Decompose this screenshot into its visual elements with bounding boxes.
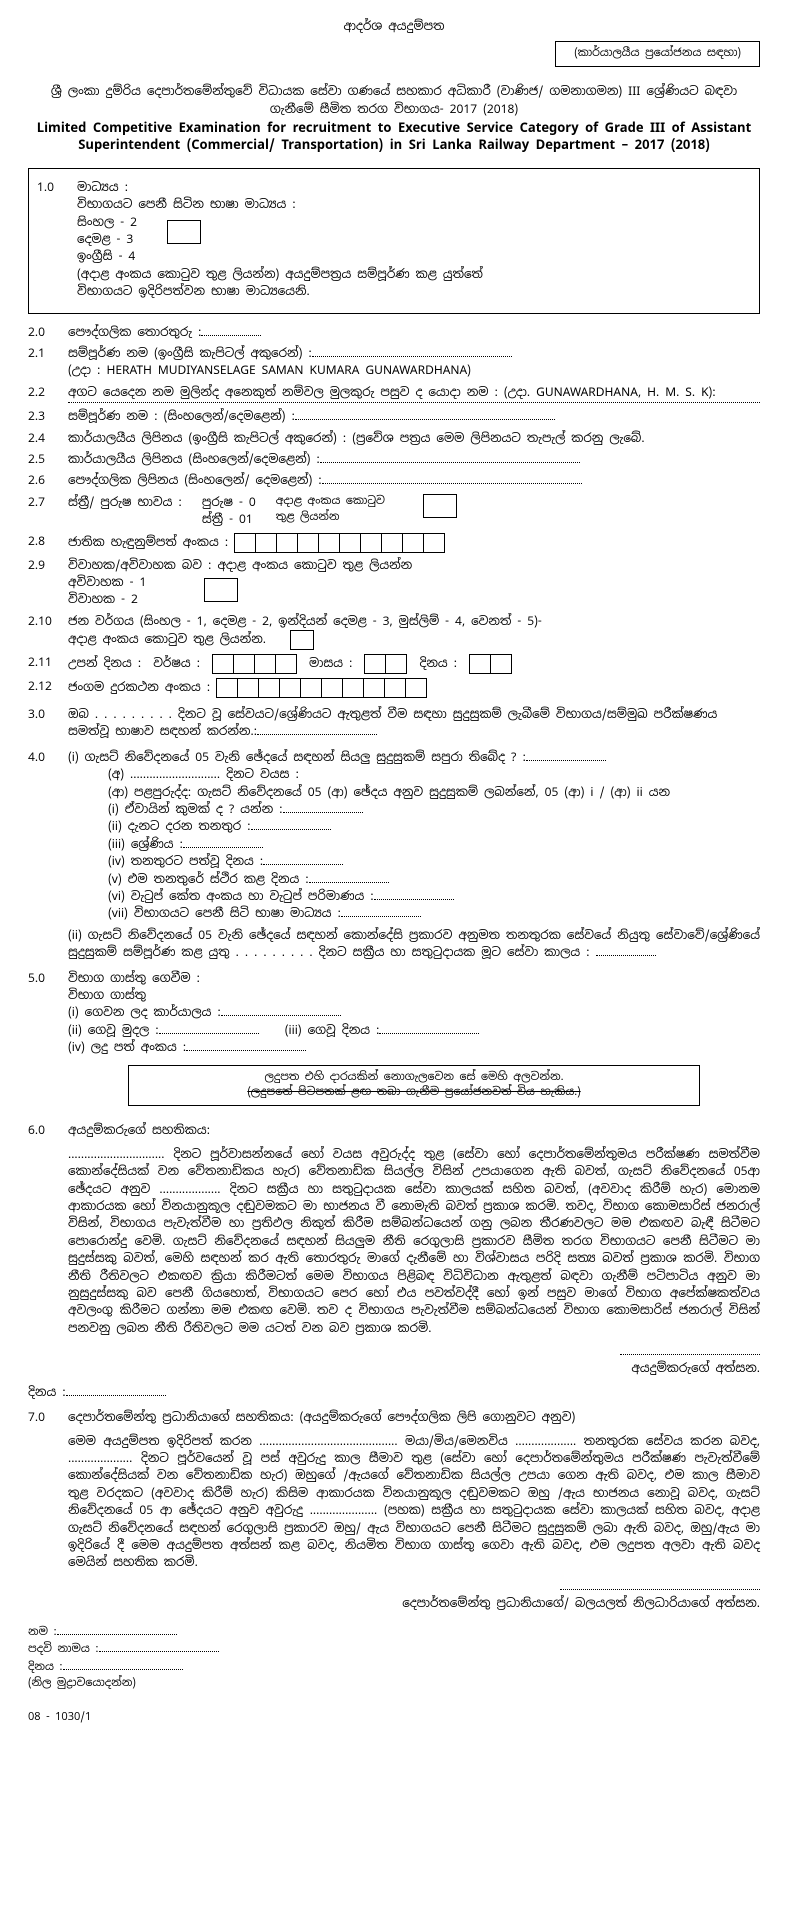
s4-ii: (ii) ගැසට් නිවේදනයේ 05 වැනි ඡේදයේ සඳහන් … (68, 927, 760, 962)
s210-num: 2.10 (28, 613, 68, 650)
s211-year: වර්ෂය : (153, 655, 200, 672)
s29-label: විවාහක/අවිවාහක බව : අදාළ අංකය කොටුව තුළ … (68, 557, 760, 574)
marital-box[interactable] (204, 578, 238, 602)
s24-label: කාර්යාලයීය ලිපිනය (ඉංග්‍රීසි කැපිටල් අකු… (68, 430, 645, 446)
s4-i1: (i) ඒවායින් කුමක් ද ? යන්න : (108, 801, 760, 818)
s28-label: ජාතික හැඳුනුම්පත් අංකය : (68, 534, 228, 551)
medium-note1: (අදාළ අංකය කොටුව තුළ ලියන්න) අයදුම්පත්‍ර… (77, 266, 751, 283)
medium-line1: විභාගයට පෙනී සිටින භාෂා මාධ්‍යය : (77, 196, 751, 213)
footer-date: දිනය : (28, 1660, 63, 1674)
receipt-note2: (ලදුපතේ පිටපතක් ළඟ තබා ගැනීම ප්‍රයෝජනවත්… (135, 1085, 693, 1101)
s5-num: 5.0 (28, 970, 68, 1115)
medium-note2: විභාගයට ඉදිරිපත්වන භාෂා මාධ්‍යයෙනි. (77, 283, 751, 300)
s26-label: පෞද්ගලික ලිපිනය (සිංහලෙන්/ දෙමළෙන්) : (68, 472, 322, 488)
s4-i7: (vii) විභාගයට පෙනී සිටි භාෂා මාධ්‍යය : (108, 905, 760, 922)
footer-seal: (නිල මුද්‍රාවයොදන්න) (28, 1676, 760, 1692)
gender-box[interactable] (423, 494, 457, 518)
s7-label: දෙපාර්තමේන්තු ප්‍රධානියාගේ සහතිකය: (අයදු… (68, 1409, 760, 1426)
s3-num: 3.0 (28, 706, 68, 741)
s27-label: ස්ත්‍රී/ පුරුෂ භාවය : (68, 494, 182, 511)
s22-num: 2.2 (28, 384, 68, 404)
s4-i5: (v) එම තනතුරේ ස්ථිර කළ දිනය : (108, 871, 760, 888)
day-cells[interactable] (469, 654, 512, 674)
ethnicity-box[interactable] (290, 630, 314, 650)
s5-i: (i) ගෙවන ලද කාර්යාලය : (68, 1004, 760, 1021)
footer-post: පදවි නාමය : (28, 1642, 99, 1656)
s25-label: කාර්යාලයීය ලිපිනය (සිංහලෙන්/දෙමළෙන්) : (68, 451, 320, 467)
s2-label: පෞද්ගලික තොරතුරු : (68, 324, 760, 341)
s21-example: (උදා : HERATH MUDIYANSELAGE SAMAN KUMARA… (68, 362, 760, 379)
s24-num: 2.4 (28, 430, 68, 447)
mobile-cells[interactable] (216, 678, 427, 698)
title-english: Limited Competitive Examination for recr… (28, 120, 760, 154)
medium-input-box[interactable] (167, 220, 201, 244)
s6-num: 6.0 (28, 1122, 68, 1139)
s26-num: 2.6 (28, 472, 68, 489)
s5-ii: (ii) ගෙවූ මුදල : (68, 1022, 159, 1038)
s7-body: මෙම අයදුම්පත ඉදිරිපත් කරන ..............… (68, 1433, 760, 1572)
s6-label: අයදුම්කරුගේ සහතිකය: (68, 1122, 760, 1139)
s4-i6: (vi) වැටුප් කේත අංකය හා වැටුප් පරිමාණය : (108, 888, 760, 905)
s27-num: 2.7 (28, 494, 68, 529)
specimen-label: ආදර්ශ අයදුම්පත (28, 18, 760, 35)
title-sinhala: ශ්‍රී ලංකා දුම්රිය දෙපාර්තමේන්තුවේ විධාය… (28, 83, 760, 118)
s27-note: අදාළ අංකය කොටුව තුළ ලියන්න (276, 494, 385, 526)
dept-head-signature: දෙපාර්තමේන්තු ප්‍රධානියාගේ/ බලයලත් නිලධා… (28, 1578, 760, 1613)
month-cells[interactable] (364, 654, 407, 674)
s211-day: දිනය : (419, 655, 457, 672)
s23-label: සම්පූර්ණ නම : (සිංහලෙන්/දෙමළෙන්) : (68, 408, 295, 424)
nic-cells[interactable] (234, 533, 445, 553)
receipt-box: ලදුපත එහි දාරයකින් නොගැලවෙන සේ මෙහි අලවන… (128, 1065, 700, 1107)
s21-label: සම්පූර්ණ නම (ඉංග්‍රීසි කැපිටල් අකුරෙන්) … (68, 345, 312, 361)
s4-i-label: (i) ගැසට් නිවේදනයේ 05 වැනි ඡේදයේ සඳහන් ස… (68, 749, 760, 766)
s7-num: 7.0 (28, 1409, 68, 1426)
medium-label: මාධ්‍යය : (77, 179, 751, 196)
section-1-box: 1.0 මාධ්‍යය : විභාගයට පෙනී සිටින භාෂා මා… (28, 168, 760, 314)
office-use-box: (කාර්යාලයීය ප්‍රයෝජනය සඳහා) (555, 41, 760, 67)
s4-i4: (iv) තනතුරට පත්වූ දිනය : (108, 853, 760, 870)
s210-sub: අදාළ අංකය කොටුව තුළ ලියන්න. (68, 631, 266, 647)
s25-num: 2.5 (28, 451, 68, 468)
s29-married: විවාහක - 2 (68, 591, 146, 608)
section-1-num: 1.0 (37, 179, 77, 301)
s3-label: ඔබ . . . . . . . . . දිනට වූ සේවයට/ශ්‍රේ… (68, 706, 717, 739)
opt-tamil: දෙමළ - 3 (77, 231, 137, 248)
applicant-signature: අයදුම්කරුගේ අත්සන. (28, 1343, 760, 1378)
s27-male: පුරුෂ - 0 (202, 494, 256, 511)
s5-sub: විභාග ගාස්තු (68, 987, 760, 1004)
s212-num: 2.12 (28, 678, 68, 698)
s5-iv: (iv) ලදු පත් අංකය : (68, 1039, 760, 1056)
s21-num: 2.1 (28, 345, 68, 380)
footer-fields: නම : පදවි නාමය : දිනය : (නිල මුද්‍රාවයොද… (28, 1623, 760, 1693)
s28-num: 2.8 (28, 533, 68, 553)
s6-body: .............................. දිනට පූර්… (68, 1146, 760, 1337)
s5-iii: (iii) ගෙවූ දිනය : (285, 1022, 380, 1038)
s210-label: ජන වර්ගය (සිංහල - 1, දෙමළ - 2, ඉන්දියන් … (68, 613, 760, 630)
s4-a: (අ) ............................ දිනට වය… (108, 766, 760, 783)
s27-female: ස්ත්‍රී - 01 (202, 511, 256, 528)
s2-num: 2.0 (28, 324, 68, 341)
s4-i2: (ii) දැනට දරන තනතුර : (108, 818, 760, 835)
footer-name: නම : (28, 1625, 57, 1639)
s211-num: 2.11 (28, 654, 68, 674)
s211-month: මාසය : (309, 655, 352, 672)
opt-sinhala: සිංහල - 2 (77, 214, 137, 231)
s212-label: ජංගම දුරකථන අංකය : (68, 679, 210, 696)
opt-english: ඉංග්‍රීසි - 4 (77, 248, 137, 265)
s29-unmarried: අවිවාහක - 1 (68, 574, 146, 591)
s6-date: දිනය : (28, 1384, 760, 1401)
page-code: 08 - 1030/1 (28, 1710, 760, 1726)
s4-i3: (iii) ශ්‍රේණිය : (108, 836, 760, 853)
year-cells[interactable] (212, 654, 297, 674)
s22-label: අගට යෙදෙන නම මුලින්ද අනෙකුත් නම්වල මුලකු… (68, 384, 716, 400)
s4-num: 4.0 (28, 749, 68, 962)
s211-label: උපන් දිනය : (68, 655, 141, 672)
s5-label: විභාග ගාස්තු ගෙවීම : (68, 970, 760, 987)
s29-num: 2.9 (28, 557, 68, 609)
s4-aa: (ආ) පළපුරුද්ද: ගැසට් නිවේදනයේ 05 (ආ) ඡේද… (108, 784, 760, 801)
s23-num: 2.3 (28, 408, 68, 425)
receipt-note1: ලදුපත එහි දාරයකින් නොගැලවෙන සේ මෙහි අලවන… (135, 1070, 693, 1086)
